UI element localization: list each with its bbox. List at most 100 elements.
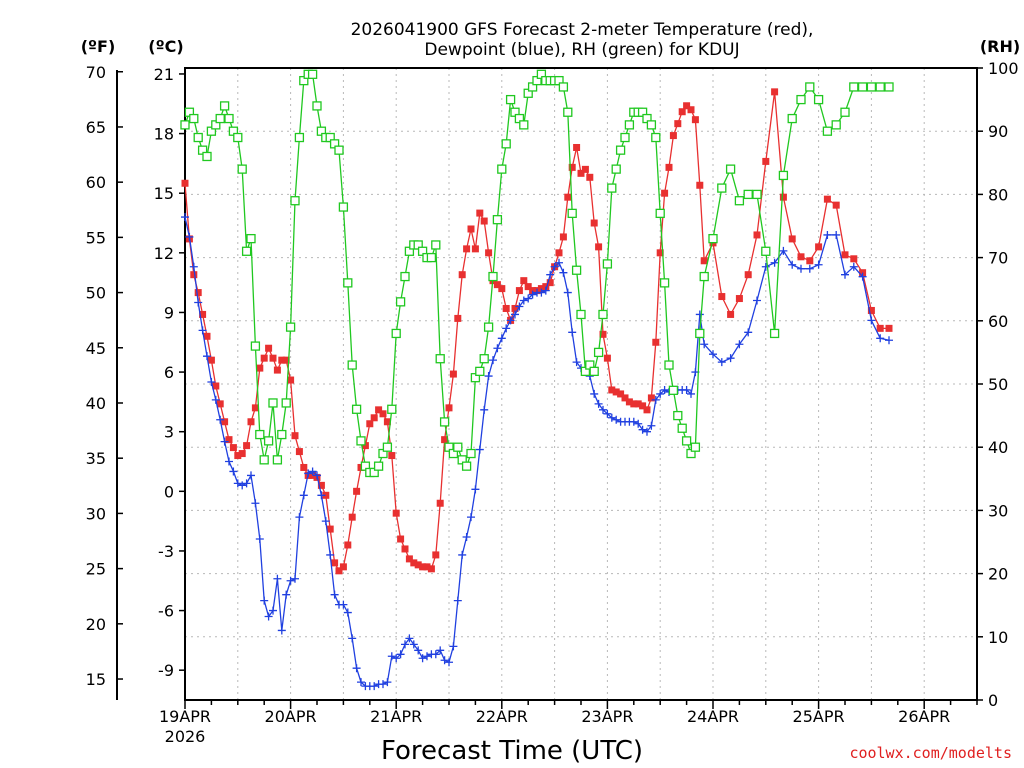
- data-point: [255, 429, 265, 440]
- data-point: [221, 418, 229, 426]
- data-point: [237, 164, 247, 174]
- data-point: [625, 398, 633, 406]
- data-point: [233, 479, 242, 488]
- data-point: [806, 257, 814, 265]
- data-point: [453, 442, 463, 452]
- data-point: [382, 442, 393, 452]
- data-point: [299, 491, 308, 500]
- data-point: [734, 196, 745, 206]
- data-point: [573, 143, 581, 151]
- data-point: [515, 287, 523, 295]
- data-point: [343, 278, 353, 288]
- data-point: [458, 271, 466, 279]
- data-point: [290, 196, 300, 206]
- data-point: [397, 535, 405, 543]
- celsius-tick-label: 3: [164, 423, 174, 442]
- data-point: [247, 471, 255, 480]
- data-point: [229, 444, 237, 452]
- data-point: [409, 640, 418, 649]
- data-point: [431, 650, 440, 659]
- data-series: [180, 69, 894, 691]
- data-point: [463, 245, 471, 253]
- data-point: [497, 164, 507, 174]
- data-point: [277, 626, 286, 635]
- data-point: [743, 189, 753, 200]
- data-point: [699, 271, 709, 282]
- data-point: [445, 404, 453, 412]
- data-point: [576, 309, 586, 320]
- data-point: [505, 94, 516, 105]
- data-point: [313, 471, 321, 480]
- data-point: [687, 389, 695, 398]
- data-point: [251, 404, 259, 412]
- data-point: [876, 334, 885, 343]
- data-point: [418, 654, 427, 663]
- data-point: [718, 293, 726, 301]
- data-point: [668, 385, 679, 395]
- data-point: [866, 82, 877, 92]
- data-point: [643, 427, 651, 436]
- data-point: [696, 181, 704, 189]
- data-point: [414, 646, 423, 655]
- data-point: [401, 545, 409, 553]
- data-point: [664, 360, 674, 370]
- fahrenheit-tick-label: 15: [86, 670, 106, 689]
- data-point: [629, 417, 638, 426]
- data-point: [449, 370, 457, 378]
- data-point: [563, 288, 572, 297]
- data-point: [599, 405, 607, 414]
- x-tick-label: 25APR: [793, 707, 845, 726]
- celsius-tick-label: 6: [164, 363, 174, 382]
- data-point: [823, 195, 831, 203]
- data-point: [778, 170, 789, 181]
- data-point: [453, 596, 462, 605]
- data-point: [695, 328, 705, 339]
- x-axis-label: Forecast Time (UTC): [381, 736, 643, 766]
- data-point: [373, 461, 384, 471]
- data-point: [661, 189, 669, 197]
- data-point: [441, 436, 449, 444]
- rh-tick-label: 80: [988, 185, 1008, 204]
- data-point: [347, 360, 357, 370]
- data-point: [194, 289, 202, 297]
- data-point: [467, 513, 475, 522]
- data-point: [695, 310, 704, 319]
- data-point: [247, 418, 255, 426]
- data-point: [485, 249, 493, 257]
- data-point: [480, 217, 488, 225]
- data-point: [643, 406, 651, 414]
- grid-lines: [185, 68, 977, 700]
- data-point: [656, 389, 665, 398]
- rh-tick-label: 100: [988, 59, 1019, 78]
- rh-tick-label: 90: [988, 122, 1008, 141]
- data-point: [602, 259, 613, 269]
- data-point: [779, 246, 788, 255]
- data-point: [735, 340, 744, 349]
- data-point: [769, 328, 780, 339]
- data-point: [287, 376, 295, 384]
- data-point: [677, 423, 687, 433]
- data-point: [511, 310, 519, 319]
- fahrenheit-tick-label: 65: [86, 118, 106, 137]
- data-point: [638, 425, 647, 434]
- data-point: [383, 678, 392, 687]
- data-point: [414, 561, 422, 569]
- data-point: [524, 283, 532, 291]
- celsius-tick-label: -3: [158, 542, 174, 561]
- fahrenheit-tick-label: 30: [86, 504, 106, 523]
- data-point: [431, 240, 441, 250]
- data-point: [493, 344, 502, 353]
- data-point: [330, 590, 339, 599]
- data-point: [528, 290, 537, 299]
- data-point: [405, 555, 413, 563]
- data-point: [185, 232, 194, 241]
- rh-tick-label: 0: [988, 691, 998, 710]
- data-point: [241, 246, 252, 256]
- data-point: [501, 139, 511, 149]
- data-point: [339, 600, 348, 609]
- data-point: [875, 82, 885, 92]
- fahrenheit-tick-label: 60: [86, 173, 106, 192]
- data-point: [647, 394, 655, 402]
- rh-tick-label: 70: [988, 249, 1008, 268]
